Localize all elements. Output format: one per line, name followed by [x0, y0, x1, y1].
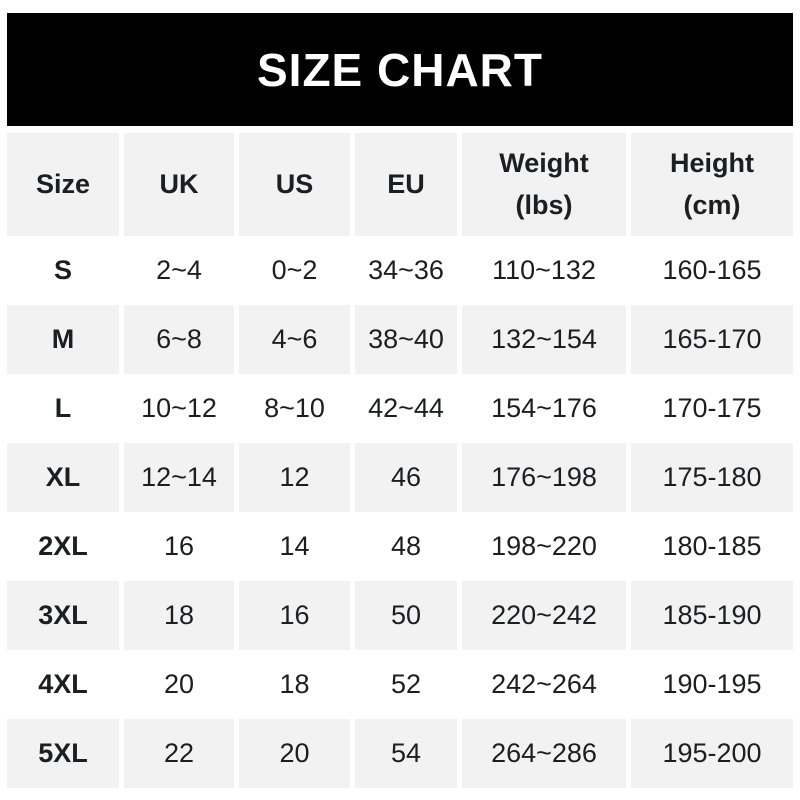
table-cell: 10~12 [124, 374, 234, 443]
table-cell: 220~242 [462, 581, 626, 650]
column-header-label: Size [35, 168, 91, 199]
table-cell: 0~2 [239, 236, 350, 305]
table-cell: 20 [239, 719, 350, 788]
column-header-weight: Weight (lbs) [462, 133, 626, 236]
table-cell: 190-195 [631, 650, 793, 719]
table-cell: 198~220 [462, 512, 626, 581]
table-cell: 185-190 [631, 581, 793, 650]
table-cell: 38~40 [355, 305, 457, 374]
table-cell: 176~198 [462, 443, 626, 512]
table-cell: 264~286 [462, 719, 626, 788]
table-cell: 20 [124, 650, 234, 719]
row-label: 5XL [7, 719, 119, 788]
size-table: Size UK US EU Weight (lbs) Height (cm) S… [7, 133, 793, 788]
column-header-eu: EU [355, 133, 457, 236]
table-cell: 12~14 [124, 443, 234, 512]
table-cell: 170-175 [631, 374, 793, 443]
row-label: 4XL [7, 650, 119, 719]
column-header-label: Weight [499, 147, 589, 178]
page-title: SIZE CHART [257, 43, 543, 96]
table-cell: 165-170 [631, 305, 793, 374]
banner: SIZE CHART [7, 13, 793, 126]
column-header-label: UK [159, 168, 199, 199]
table-cell: 42~44 [355, 374, 457, 443]
table-cell: 34~36 [355, 236, 457, 305]
table-cell: 18 [124, 581, 234, 650]
table-cell: 132~154 [462, 305, 626, 374]
table-cell: 154~176 [462, 374, 626, 443]
column-header-height: Height (cm) [631, 133, 793, 236]
column-header-sublabel: (cm) [683, 189, 741, 220]
table-cell: 54 [355, 719, 457, 788]
column-header-label: US [275, 168, 314, 199]
table-cell: 8~10 [239, 374, 350, 443]
table-cell: 16 [239, 581, 350, 650]
table-cell: 195-200 [631, 719, 793, 788]
table-cell: 14 [239, 512, 350, 581]
column-header-us: US [239, 133, 350, 236]
row-label: L [7, 374, 119, 443]
table-cell: 48 [355, 512, 457, 581]
table-cell: 18 [239, 650, 350, 719]
row-label: S [7, 236, 119, 305]
column-header-label: EU [387, 168, 425, 199]
table-cell: 16 [124, 512, 234, 581]
table-cell: 180-185 [631, 512, 793, 581]
table-cell: 12 [239, 443, 350, 512]
row-label: M [7, 305, 119, 374]
table-cell: 242~264 [462, 650, 626, 719]
table-cell: 50 [355, 581, 457, 650]
table-cell: 160-165 [631, 236, 793, 305]
column-header-uk: UK [124, 133, 234, 236]
table-cell: 2~4 [124, 236, 234, 305]
row-label: 3XL [7, 581, 119, 650]
column-header-sublabel: (lbs) [515, 189, 573, 220]
table-cell: 175-180 [631, 443, 793, 512]
column-header-label: Height [670, 147, 754, 178]
column-header-size: Size [7, 133, 119, 236]
table-cell: 46 [355, 443, 457, 512]
row-label: 2XL [7, 512, 119, 581]
table-cell: 4~6 [239, 305, 350, 374]
table-cell: 22 [124, 719, 234, 788]
table-cell: 52 [355, 650, 457, 719]
row-label: XL [7, 443, 119, 512]
table-cell: 110~132 [462, 236, 626, 305]
table-cell: 6~8 [124, 305, 234, 374]
